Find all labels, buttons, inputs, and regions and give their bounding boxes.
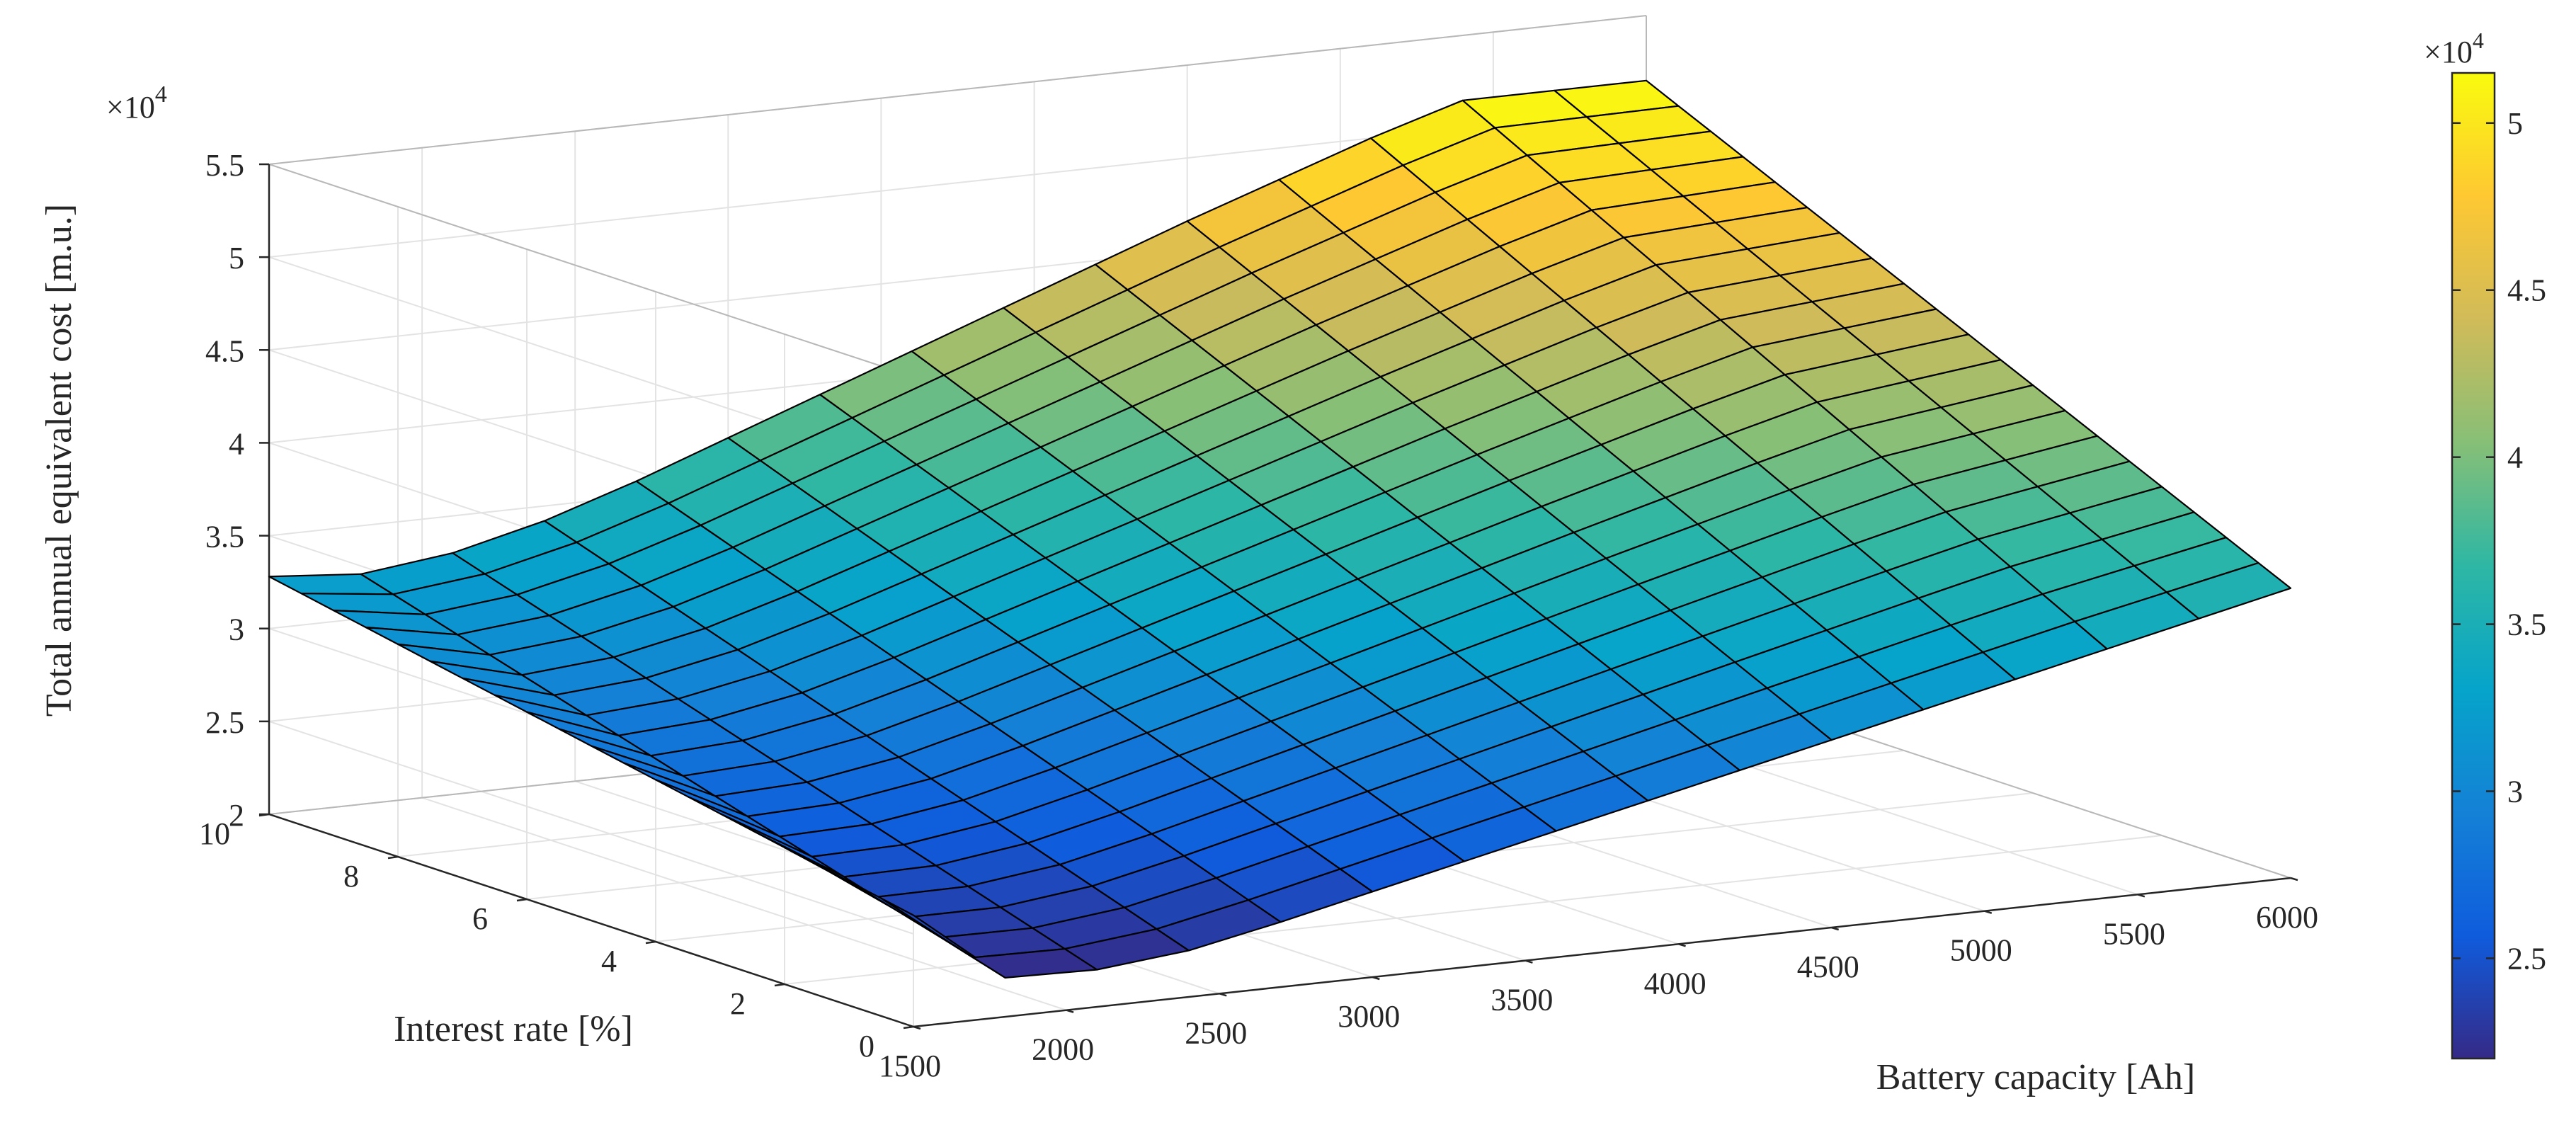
colorbar-tick-label-3: 4 [2507,440,2523,475]
colorbar-exponent-label: ×104 [2424,28,2484,69]
x-axis-line [913,877,2291,1028]
y-tick-label-1: 2 [730,986,746,1021]
x-tick-mark-0 [913,1025,921,1030]
z-tick-label-0: 2 [229,798,244,833]
x-tick-mark-6 [1831,926,1840,931]
colorbar-tick-label-4: 4.5 [2507,273,2546,308]
x-tick-label-9: 6000 [2256,900,2318,935]
x-tick-label-7: 5000 [1950,933,2012,968]
x-tick-mark-5 [1678,943,1686,947]
x-tick-label-3: 3000 [1338,999,1400,1034]
z-tick-label-1: 2.5 [205,705,244,740]
axes-box-edge-0 [268,164,914,377]
y-tick-label-3: 6 [472,901,488,936]
x-tick-mark-3 [1372,976,1380,981]
y-tick-label-2: 4 [601,944,617,979]
x-tick-label-8: 5500 [2103,916,2165,951]
x-tick-label-6: 4500 [1797,949,1859,984]
colorbar: 2.5 3 3.5 4 4.5 5 ×104 [2424,28,2546,1060]
x-tick-mark-2 [1219,993,1227,997]
surface-mesh [268,79,2292,979]
y-tick-label-4: 8 [343,859,359,894]
x-tick-label-5: 4000 [1644,966,1706,1000]
y-axis-line [268,813,914,1028]
y-tick-mark-0 [903,1025,914,1030]
z-tick-label-7: 5.5 [205,148,244,183]
colorbar-tick-label-5: 5 [2507,106,2523,141]
y-tick-mark-1 [774,983,785,987]
x-tick-mark-7 [1984,910,1993,914]
y-axis-label: Interest rate [%] [394,1009,633,1049]
z-tick-label-4: 4 [229,426,244,461]
x-tick-mark-8 [2137,894,2145,898]
x-tick-mark-4 [1525,959,1533,964]
z-tick-label-3: 3.5 [205,520,244,554]
colorbar-tick-label-0: 2.5 [2507,941,2546,976]
axes-box-edge-1 [268,15,1647,165]
y-tick-mark-3 [516,898,528,902]
x-tick-mark-9 [2290,877,2298,882]
z-exponent-label: ×104 [106,81,167,125]
x-axis-label: Battery capacity [Ah] [1876,1057,2195,1097]
colorbar-tick-label-2: 3.5 [2507,608,2546,642]
x-tick-label-2: 2500 [1185,1015,1247,1050]
y-tick-label-0: 0 [859,1029,874,1063]
colorbar-exponent-power: 4 [2473,28,2484,53]
x-tick-label-4: 3500 [1491,983,1553,1017]
x-tick-label-1: 2000 [1032,1032,1094,1067]
y-tick-mark-2 [645,940,656,945]
y-tick-mark-4 [387,855,399,860]
z-tick-label-2: 3 [229,612,244,647]
x-tick-label-0: 1500 [879,1049,941,1083]
colorbar-gradient [2451,72,2496,1060]
surface-cell-14-0 [2165,561,2292,620]
y-tick-label-5: 10 [199,816,230,851]
colorbar-tick-label-1: 3 [2507,775,2523,809]
z-axis-label: Total annual equivalent cost [m.u.] [39,204,79,717]
x-tick-mark-1 [1066,1009,1074,1013]
z-tick-label-5: 4.5 [205,333,244,368]
z-tick-label-6: 5 [229,241,244,275]
z-exponent-power: 4 [155,81,167,108]
